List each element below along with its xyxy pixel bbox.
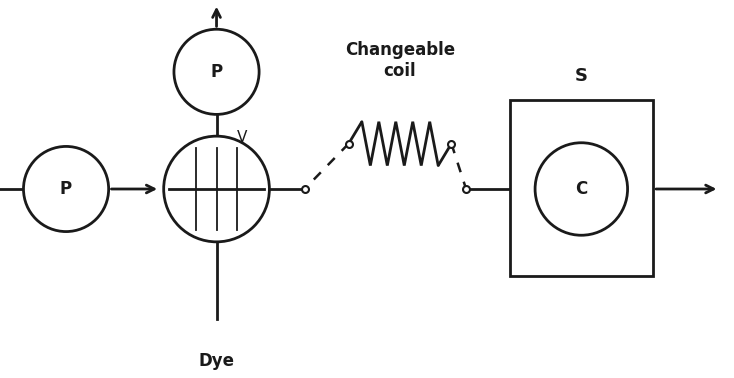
Ellipse shape [535,143,628,235]
Text: C: C [575,180,587,198]
Text: S: S [575,67,588,85]
Bar [510,100,653,276]
Text: Dye: Dye [198,352,235,370]
Ellipse shape [164,136,269,242]
Text: P: P [60,180,72,198]
Ellipse shape [174,29,259,115]
Text: P: P [211,63,222,81]
Text: Changeable
coil: Changeable coil [345,41,455,80]
Text: V: V [237,130,247,146]
Ellipse shape [23,146,109,232]
